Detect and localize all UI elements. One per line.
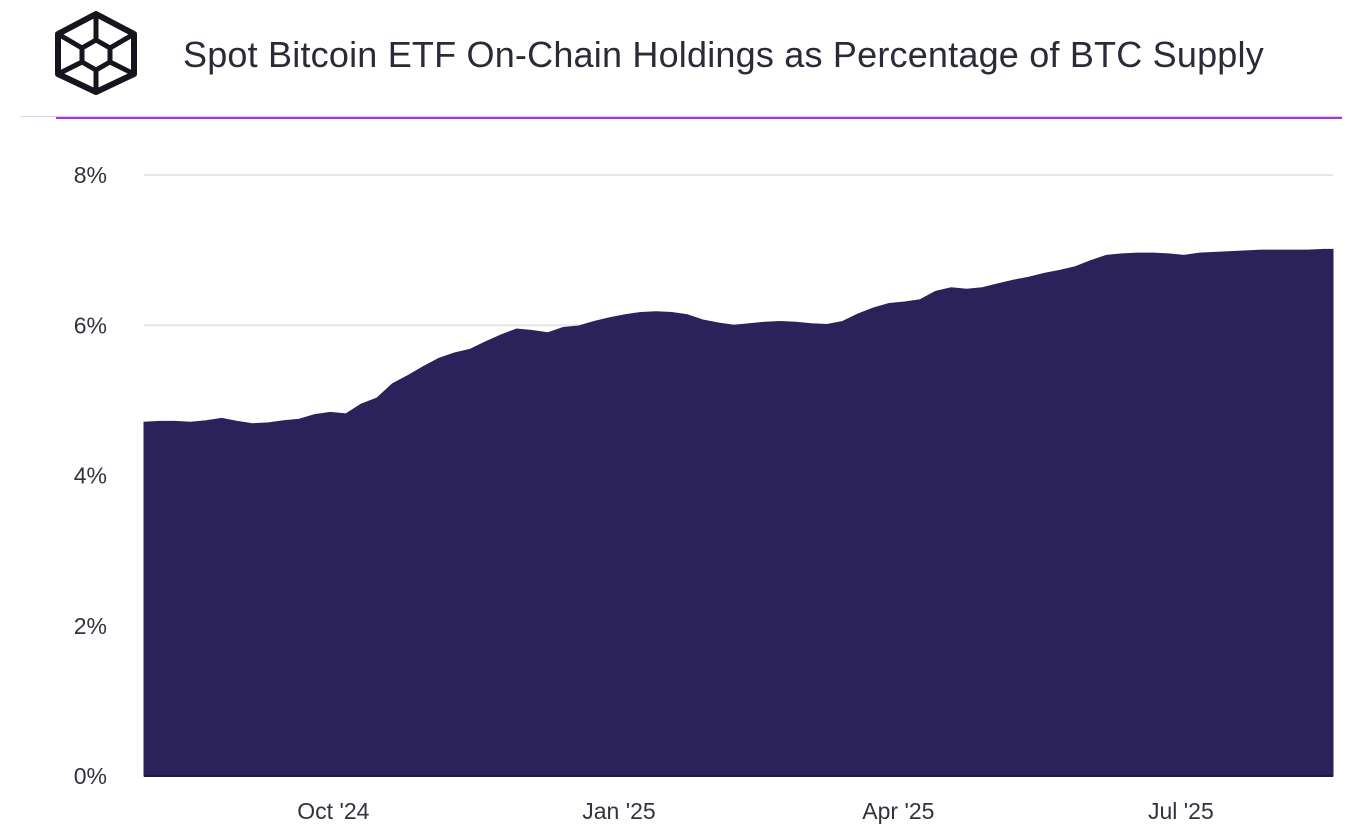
y-tick-label: 4% — [74, 463, 107, 489]
x-tick-label: Oct '24 — [297, 798, 369, 824]
x-tick-label: Apr '25 — [862, 798, 934, 824]
x-axis-ticks: Oct '24 Jan '25 Apr '25 Jul '25 — [297, 798, 1213, 824]
cube-logo-icon — [55, 11, 137, 95]
chart-header: Spot Bitcoin ETF On-Chain Holdings as Pe… — [0, 0, 1356, 120]
y-axis-ticks: 0% 2% 4% 6% 8% — [74, 162, 107, 789]
series-area-0 — [143, 248, 1334, 777]
area-chart: 0% 2% 4% 6% 8% Oct '24 Jan '25 Apr '25 Jul '25 — [74, 162, 1334, 824]
y-tick-label: 6% — [74, 312, 107, 338]
y-tick-label: 0% — [74, 763, 107, 789]
x-tick-label: Jan '25 — [582, 798, 655, 824]
y-tick-label: 2% — [74, 613, 107, 639]
x-tick-label: Jul '25 — [1148, 798, 1214, 824]
y-tick-label: 8% — [74, 162, 107, 188]
title-divider-accent — [56, 117, 1342, 119]
chart-title: Spot Bitcoin ETF On-Chain Holdings as Pe… — [183, 34, 1264, 75]
plot-area — [143, 248, 1334, 777]
title-divider-thin — [20, 116, 1342, 117]
